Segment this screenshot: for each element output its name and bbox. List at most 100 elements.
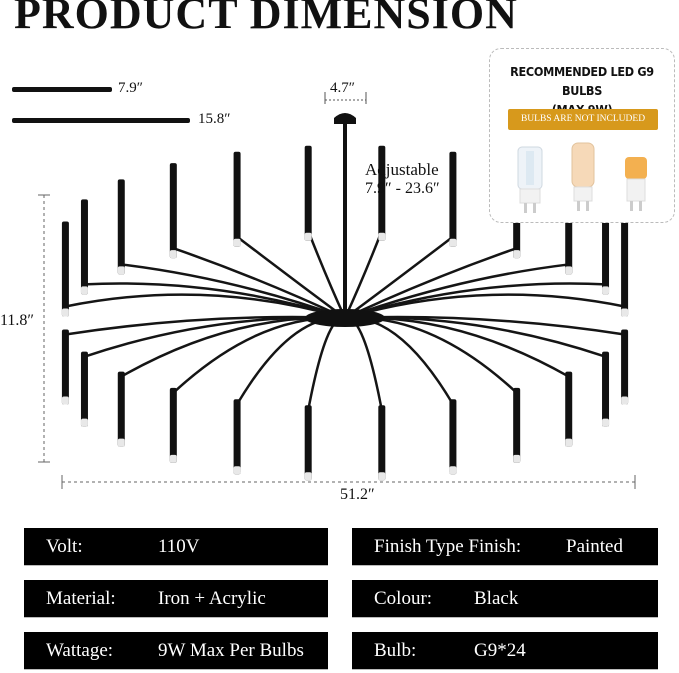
canopy: [334, 113, 356, 124]
height-label: 11.8″: [0, 312, 35, 329]
light-tube: [233, 151, 241, 247]
spec-value: Iron + Acrylic: [158, 588, 266, 609]
light-diffuser: [233, 238, 241, 247]
spec-label: Material:: [46, 588, 116, 609]
spec-row-bulb: Bulb: G9*24: [352, 632, 658, 669]
light-diffuser: [117, 438, 125, 447]
chandelier-arm: [344, 263, 569, 320]
chandelier-arm: [344, 316, 606, 358]
light-tube: [565, 371, 573, 447]
spec-row-material: Material: Iron + Acrylic: [24, 580, 328, 617]
bulb-image-1: [517, 146, 543, 213]
light-tube: [117, 179, 125, 275]
height-dimension-line: [38, 194, 50, 463]
light-diffuser: [80, 286, 88, 295]
adjustable-label: Adjustable: [365, 160, 439, 179]
chandelier-arm: [236, 235, 346, 320]
light-tube: [621, 329, 629, 405]
light-diffuser: [513, 250, 521, 259]
canopy-width-marker: [324, 92, 367, 104]
width-label: 51.2″: [340, 486, 375, 503]
spec-value: 9W Max Per Bulbs: [158, 640, 304, 661]
light-diffuser: [117, 266, 125, 275]
scale-long-label: 15.8″: [198, 111, 231, 127]
light-diffuser: [621, 308, 629, 317]
light-tube: [621, 221, 629, 317]
spec-label: Wattage:: [46, 640, 114, 661]
light-diffuser: [602, 286, 610, 295]
light-tube: [602, 351, 610, 427]
recommended-bulbs-panel: RECOMMENDED LED G9 BULBS (MAX 9W) BULBS …: [489, 48, 675, 223]
chandelier-arm: [344, 293, 625, 320]
light-tube: [304, 405, 312, 481]
light-diffuser: [61, 396, 69, 405]
width-dimension-line: [61, 475, 636, 489]
chandelier-arm: [344, 316, 384, 411]
chandelier-arm: [344, 316, 518, 394]
light-diffuser: [304, 232, 312, 241]
spec-row-volt: Volt: 110V: [24, 528, 328, 565]
light-tube: [304, 145, 312, 241]
scale-bar-long: [12, 118, 190, 123]
bulb-image-3: [625, 157, 647, 211]
spec-row-wattage: Wattage: 9W Max Per Bulbs: [24, 632, 328, 669]
page-title: PRODUCT DIMENSION: [14, 0, 518, 38]
spec-label: Volt:: [46, 536, 83, 557]
light-tube: [449, 399, 457, 475]
bulbs-heading-line1: RECOMMENDED LED G9 BULBS: [510, 64, 654, 98]
bulbs-not-included-badge: BULBS ARE NOT INCLUDED: [508, 109, 658, 130]
light-diffuser: [602, 418, 610, 427]
light-tube: [169, 163, 177, 259]
chandelier-arm: [172, 316, 346, 394]
spec-label: Bulb:: [374, 640, 417, 661]
light-tube: [117, 371, 125, 447]
light-diffuser: [233, 466, 241, 475]
light-tube: [80, 351, 88, 427]
light-tube: [233, 399, 241, 475]
light-diffuser: [378, 472, 386, 481]
light-diffuser: [621, 396, 629, 405]
spec-value: G9*24: [474, 640, 526, 661]
stem: [343, 124, 347, 310]
light-diffuser: [304, 472, 312, 481]
light-tube: [602, 199, 610, 295]
light-diffuser: [378, 232, 386, 241]
chandelier-arm: [306, 316, 346, 411]
light-tube: [80, 199, 88, 295]
scale-bar-short: [12, 87, 112, 92]
light-diffuser: [513, 454, 521, 463]
light-diffuser: [169, 250, 177, 259]
spec-row-finish: Finish Type Finish: Painted: [352, 528, 658, 565]
spec-value: Black: [474, 588, 519, 609]
hub: [305, 309, 385, 327]
light-diffuser: [449, 466, 457, 475]
light-tube: [378, 405, 386, 481]
adjustable-range: 7.9″ - 23.6″: [365, 180, 440, 197]
spec-label: Colour:: [374, 588, 433, 609]
light-tube: [378, 145, 386, 241]
light-diffuser: [80, 418, 88, 427]
light-diffuser: [565, 438, 573, 447]
spec-value: Painted: [566, 536, 623, 557]
light-tube: [169, 387, 177, 463]
canopy-width-label: 4.7″: [330, 80, 355, 96]
chandelier-arm: [344, 247, 518, 320]
light-diffuser: [449, 238, 457, 247]
light-tube: [61, 221, 69, 317]
bulb-images: [517, 142, 647, 213]
light-tube: [449, 151, 457, 247]
spec-value: 110V: [158, 536, 200, 557]
light-diffuser: [169, 454, 177, 463]
chandelier-arm: [65, 293, 346, 320]
chandelier-arm: [84, 316, 346, 358]
bulb-image-2: [571, 142, 595, 211]
spec-label: Finish Type Finish:: [374, 536, 522, 557]
light-diffuser: [61, 308, 69, 317]
light-diffuser: [565, 266, 573, 275]
chandelier-arm: [344, 235, 454, 320]
light-tube: [61, 329, 69, 405]
light-tube: [513, 387, 521, 463]
spec-row-colour: Colour: Black: [352, 580, 658, 617]
chandelier-arm: [172, 247, 346, 320]
chandelier-arm: [121, 263, 346, 320]
